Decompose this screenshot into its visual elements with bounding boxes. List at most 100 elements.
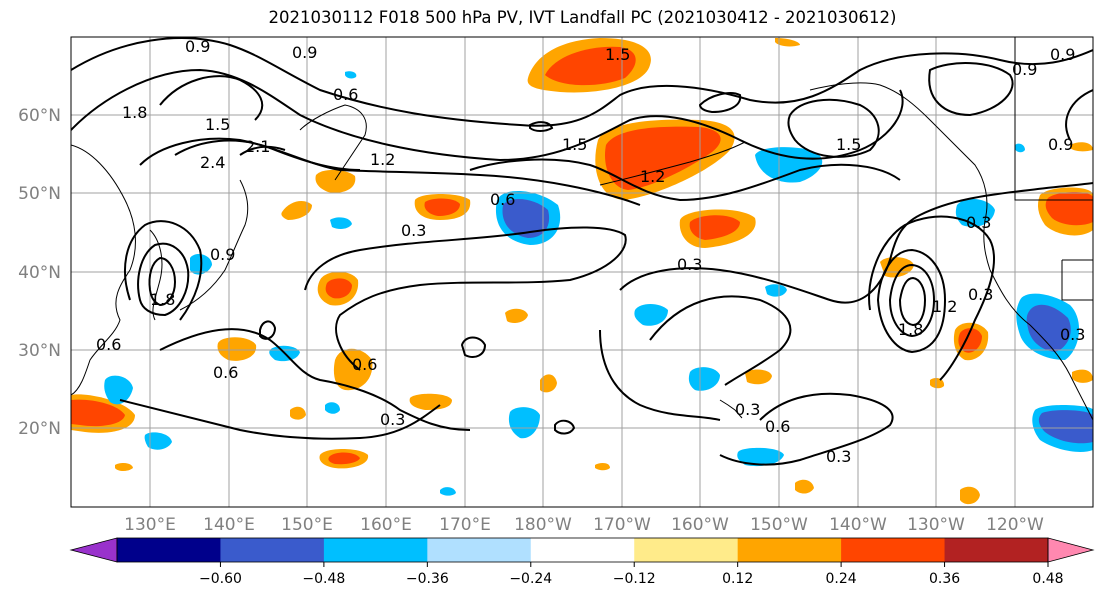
shade-cyan xyxy=(737,447,784,467)
lon-label: 160°W xyxy=(671,515,729,535)
shade-cyan xyxy=(634,304,668,326)
lon-label: 130°E xyxy=(124,515,176,535)
shade-red xyxy=(325,278,352,299)
contour-line xyxy=(529,121,554,132)
contour-label: 1.5 xyxy=(562,135,587,154)
colorbar-tick-label: 0.36 xyxy=(929,571,960,587)
shade-cyan xyxy=(1015,143,1025,153)
shade-blue xyxy=(1026,304,1071,352)
shade-blue xyxy=(502,198,550,238)
contour-label: 1.8 xyxy=(122,103,147,122)
contour-line xyxy=(239,145,286,156)
shade-cyan xyxy=(104,375,133,405)
coast-korea xyxy=(149,229,163,321)
colorbar-tick-label: −0.12 xyxy=(613,571,656,587)
colorbar-extend-min xyxy=(69,537,118,563)
contour-line xyxy=(124,220,203,321)
lon-label: 170°E xyxy=(439,515,491,535)
lon-label: 160°E xyxy=(360,515,412,535)
colorbar-swatch xyxy=(944,538,1049,562)
contour-label: 0.3 xyxy=(677,255,702,274)
colorbar-swatch xyxy=(841,538,946,562)
shade-orange xyxy=(795,479,814,494)
lat-label: 30°N xyxy=(18,341,61,361)
shade-blue xyxy=(1038,410,1093,444)
contour-label: 0.3 xyxy=(966,213,991,232)
shade-orange xyxy=(595,463,610,471)
colorbar-swatch xyxy=(634,538,739,562)
shade-red xyxy=(689,215,740,240)
contour-label: 1.2 xyxy=(640,167,665,186)
shade-red xyxy=(328,452,360,465)
contour-label: 0.9 xyxy=(185,37,210,56)
contour-line xyxy=(698,92,742,114)
contour-label: 1.5 xyxy=(205,115,230,134)
colorbar-frame xyxy=(116,537,1049,563)
colorbar-tick-label: 0.48 xyxy=(1032,571,1063,587)
coast-japan xyxy=(179,179,249,311)
contour-line xyxy=(469,158,901,202)
contour-line xyxy=(460,336,487,358)
contour-line xyxy=(928,62,1014,117)
contour-label: 2.4 xyxy=(200,153,225,172)
contour-label: 0.6 xyxy=(96,335,121,354)
shade-orange xyxy=(217,337,257,361)
coast-asia xyxy=(71,144,136,396)
contour-line xyxy=(649,295,792,386)
contour-line xyxy=(174,139,361,171)
contour-label: 0.9 xyxy=(1012,60,1037,79)
contour-line xyxy=(139,137,641,206)
contour-line xyxy=(71,68,904,162)
contour-label: 0.9 xyxy=(1050,45,1075,64)
contour-label: 0.3 xyxy=(1060,325,1085,344)
contour-label: 1.2 xyxy=(370,150,395,169)
colorbar-swatch xyxy=(323,538,428,562)
shade-cyan xyxy=(440,487,456,496)
colorbar-tick-label: −0.24 xyxy=(509,571,552,587)
shade-orange xyxy=(540,374,557,393)
contour-label: 0.6 xyxy=(352,355,377,374)
shade-red xyxy=(71,399,125,427)
shade-orange xyxy=(281,200,312,220)
colorbar-tick-label: −0.36 xyxy=(406,571,449,587)
colorbar-tick-label: 0.24 xyxy=(826,571,857,587)
coast-alaska xyxy=(809,82,991,271)
shade-red xyxy=(604,126,721,190)
contour-line xyxy=(71,37,1093,127)
shade-cyan xyxy=(508,407,540,439)
shade-orange xyxy=(1072,369,1093,383)
contour-line xyxy=(159,75,264,121)
contour-label: 0.3 xyxy=(968,285,993,304)
lon-label: 150°E xyxy=(281,515,333,535)
shade-orange xyxy=(930,378,945,389)
colorbar-ticks: −0.60 −0.48 −0.36 −0.24 −0.12 0.12 0.24 0.36 0.4… xyxy=(199,562,1064,587)
contour-line xyxy=(787,98,880,158)
plot-title: 2021030112 F018 500 hPa PV, IVT Landfall… xyxy=(268,8,897,27)
shade-orange xyxy=(315,169,356,193)
contour-label: 0.3 xyxy=(826,447,851,466)
colorbar-tick-label: −0.48 xyxy=(302,571,345,587)
colorbar-tick-label: 0.12 xyxy=(722,571,753,587)
longitude-labels: 130°E 140°E 150°E 160°E 170°E 180°W 170°… xyxy=(124,515,1044,535)
shade-orange xyxy=(290,406,306,420)
contour-line xyxy=(119,399,441,440)
latitude-labels: 60°N 50°N 40°N 30°N 20°N xyxy=(18,106,61,439)
shade-cyan xyxy=(688,367,720,391)
colorbar-swatch xyxy=(427,538,532,562)
lon-label: 170°W xyxy=(593,515,651,535)
contour-label: 0.9 xyxy=(210,245,235,264)
shade-cyan xyxy=(325,402,340,414)
contour-line xyxy=(159,328,471,431)
contour-label: 0.6 xyxy=(765,417,790,436)
contour-label: 1.5 xyxy=(605,45,630,64)
coast-nam xyxy=(989,269,1093,421)
coast-aleutians xyxy=(599,141,746,186)
lat-label: 50°N xyxy=(18,184,61,204)
lon-label: 140°W xyxy=(829,515,887,535)
lon-label: 140°E xyxy=(203,515,255,535)
contour-line xyxy=(719,392,894,466)
contour-line xyxy=(554,419,576,435)
contour-line xyxy=(599,329,721,421)
contour-label: 0.6 xyxy=(490,190,515,209)
